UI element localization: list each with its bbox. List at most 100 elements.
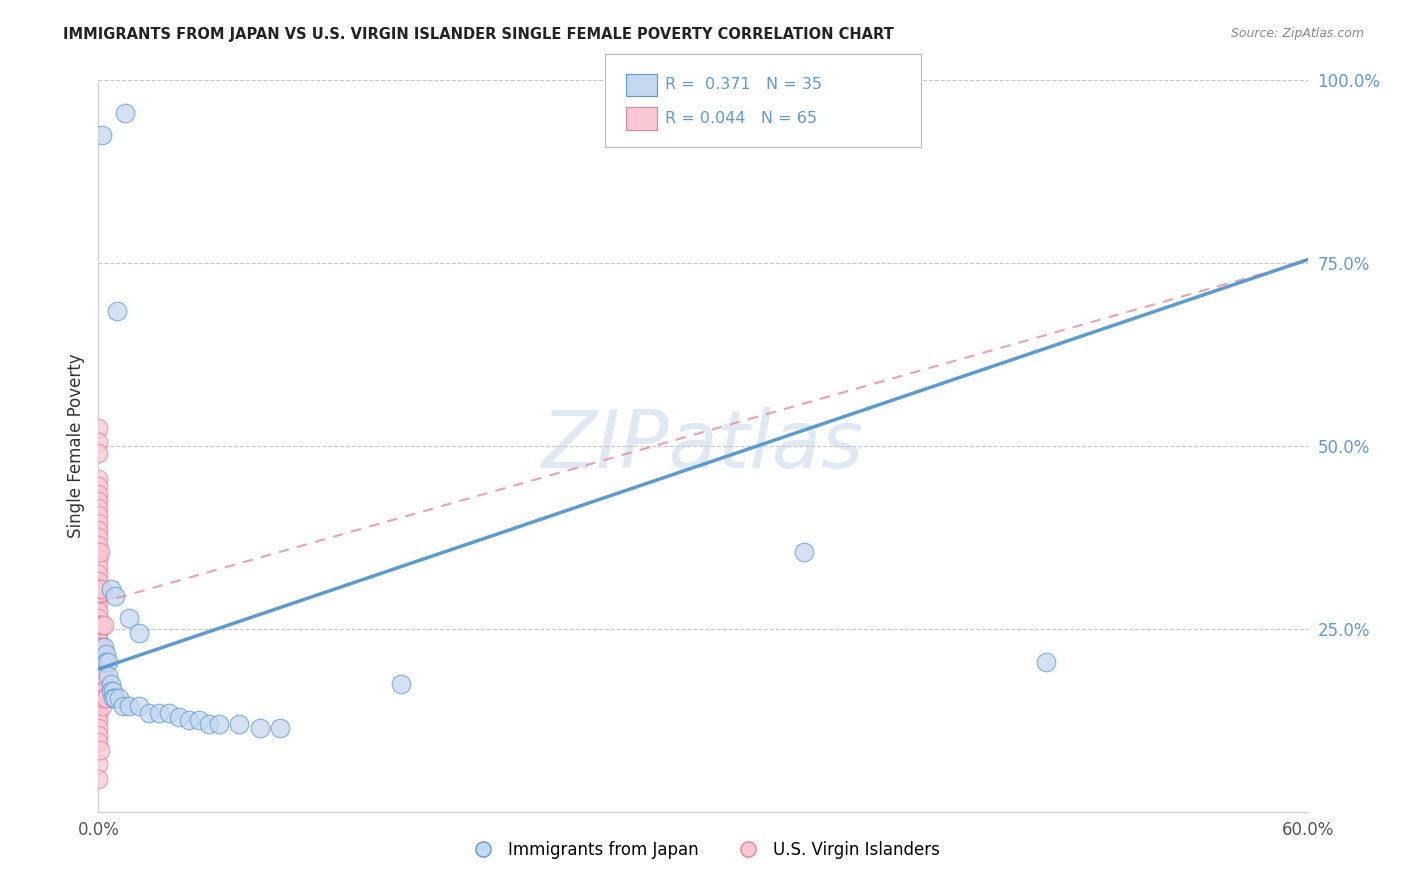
Point: [87, 589, 110, 603]
Point: [97, 655, 120, 669]
Point: [96, 655, 118, 669]
Point: [87, 698, 110, 713]
Point: [91, 698, 114, 713]
Point: [93, 691, 115, 706]
Point: [91, 128, 114, 142]
Point: [87, 655, 110, 669]
Point: [87, 435, 110, 450]
Point: [89, 684, 111, 698]
Point: [87, 530, 110, 544]
Point: [91, 618, 114, 632]
Text: ZIPatlas: ZIPatlas: [541, 407, 865, 485]
Point: [157, 706, 180, 720]
Text: IMMIGRANTS FROM JAPAN VS U.S. VIRGIN ISLANDER SINGLE FEMALE POVERTY CORRELATION : IMMIGRANTS FROM JAPAN VS U.S. VIRGIN ISL…: [63, 27, 894, 42]
Point: [93, 618, 115, 632]
Point: [87, 472, 110, 486]
Point: [97, 669, 120, 683]
Point: [87, 669, 110, 683]
Point: [103, 589, 125, 603]
Point: [87, 501, 110, 516]
Point: [87, 446, 110, 460]
Point: [105, 303, 128, 318]
Point: [93, 669, 115, 683]
Point: [114, 106, 136, 120]
Point: [87, 538, 110, 552]
Point: [89, 669, 111, 683]
Point: [87, 582, 110, 596]
Y-axis label: Single Female Poverty: Single Female Poverty: [66, 354, 84, 538]
Point: [1035, 655, 1057, 669]
Legend: Immigrants from Japan, U.S. Virgin Islanders: Immigrants from Japan, U.S. Virgin Islan…: [460, 834, 946, 865]
Point: [87, 603, 110, 617]
Point: [91, 582, 114, 596]
Point: [87, 508, 110, 523]
Point: [93, 655, 115, 669]
Point: [228, 717, 250, 731]
Point: [87, 574, 110, 589]
Point: [167, 709, 190, 723]
Point: [96, 691, 118, 706]
Point: [87, 676, 110, 690]
Point: [148, 706, 170, 720]
Point: [128, 698, 150, 713]
Point: [249, 721, 271, 735]
Point: [87, 772, 110, 786]
Point: [269, 721, 291, 735]
Point: [87, 691, 110, 706]
Text: Source: ZipAtlas.com: Source: ZipAtlas.com: [1230, 27, 1364, 40]
Point: [89, 640, 111, 655]
Point: [91, 684, 114, 698]
Point: [188, 714, 211, 728]
Point: [87, 479, 110, 493]
Point: [91, 691, 114, 706]
Point: [111, 698, 134, 713]
Point: [87, 494, 110, 508]
Point: [87, 735, 110, 749]
Point: [100, 684, 122, 698]
Point: [118, 611, 141, 625]
Point: [107, 691, 129, 706]
Point: [103, 691, 125, 706]
Point: [89, 655, 111, 669]
Point: [87, 516, 110, 530]
Text: R =  0.371   N = 35: R = 0.371 N = 35: [665, 78, 823, 92]
Point: [87, 486, 110, 500]
Point: [87, 567, 110, 582]
Point: [87, 648, 110, 662]
Point: [89, 691, 111, 706]
Point: [91, 655, 114, 669]
Point: [179, 714, 201, 728]
Point: [118, 698, 141, 713]
Point: [87, 611, 110, 625]
Point: [87, 714, 110, 728]
Point: [87, 421, 110, 435]
Point: [87, 596, 110, 610]
Point: [91, 640, 114, 655]
Point: [198, 717, 221, 731]
Point: [793, 545, 815, 559]
Point: [101, 684, 124, 698]
Point: [138, 706, 160, 720]
Point: [100, 582, 122, 596]
Point: [89, 618, 111, 632]
Point: [87, 721, 110, 735]
Point: [93, 640, 115, 655]
Point: [128, 625, 150, 640]
Point: [87, 559, 110, 574]
Point: [89, 582, 111, 596]
Point: [87, 684, 110, 698]
Point: [89, 742, 111, 756]
Point: [100, 676, 122, 690]
Point: [87, 618, 110, 632]
Point: [91, 669, 114, 683]
Point: [87, 640, 110, 655]
Point: [389, 676, 412, 690]
Point: [101, 691, 124, 706]
Point: [87, 632, 110, 647]
Point: [87, 706, 110, 720]
Point: [96, 648, 118, 662]
Point: [87, 728, 110, 742]
Point: [89, 545, 111, 559]
Point: [87, 757, 110, 772]
Point: [87, 545, 110, 559]
